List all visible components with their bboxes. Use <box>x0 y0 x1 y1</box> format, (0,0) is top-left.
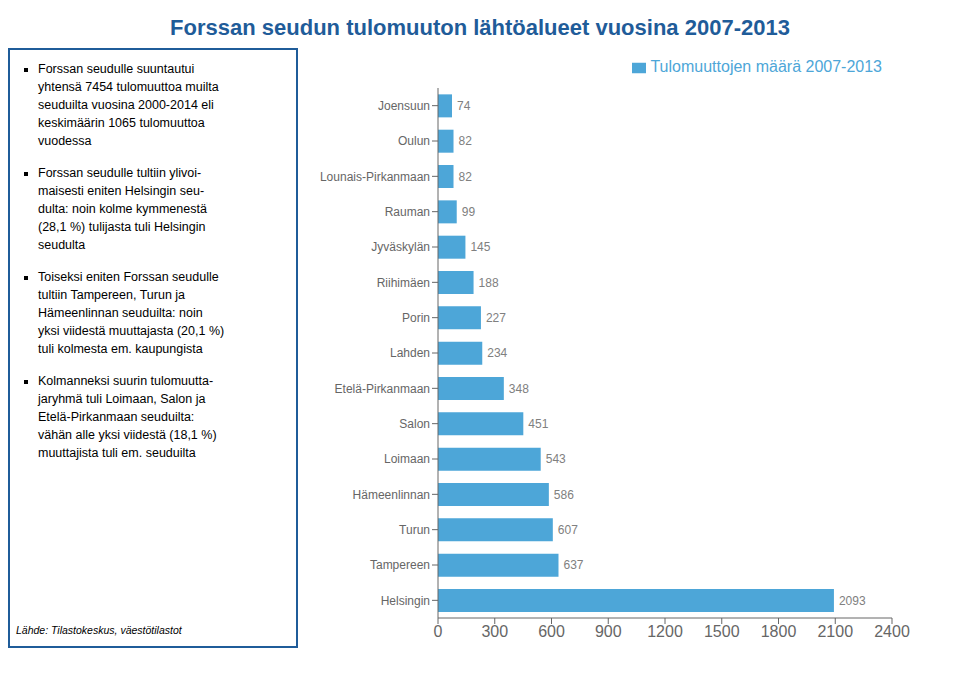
svg-text:82: 82 <box>459 170 473 184</box>
svg-text:300: 300 <box>481 623 508 640</box>
svg-text:99: 99 <box>462 205 476 219</box>
html-text:Etelä-Pirkanmaan seuduilta:: Etelä-Pirkanmaan seuduilta: <box>38 410 195 424</box>
svg-text:Tampereen: Tampereen <box>370 558 430 572</box>
html-text:seuduilta vuosina 2000-2014 el: seuduilta vuosina 2000-2014 eli <box>38 98 214 112</box>
svg-text:234: 234 <box>487 346 507 360</box>
html-text:Lähde: Tilastokeskus, väestöti: Lähde: Tilastokeskus, väestötilastot <box>16 624 182 636</box>
html-text:Kolmanneksi suurin tulomuutta-: Kolmanneksi suurin tulomuutta- <box>38 374 214 388</box>
svg-text:2400: 2400 <box>874 623 910 640</box>
svg-text:227: 227 <box>486 311 506 325</box>
svg-text:Loimaan: Loimaan <box>384 452 430 466</box>
svg-text:Helsingin: Helsingin <box>381 594 430 608</box>
svg-text:600: 600 <box>538 623 565 640</box>
html-text:keskimäärin 1065 tulomuuttoa: keskimäärin 1065 tulomuuttoa <box>38 116 205 130</box>
html-text:vuodessa: vuodessa <box>38 134 92 148</box>
svg-text:Oulun: Oulun <box>398 134 430 148</box>
html-text:Toiseksi eniten Forssan seudul: Toiseksi eniten Forssan seudulle <box>38 270 219 284</box>
svg-text:900: 900 <box>595 623 622 640</box>
html-text:Forssan seudulle tultiin ylivo: Forssan seudulle tultiin ylivoi- <box>38 166 202 180</box>
html-text:yhtensä 7454 tulomuuttoa muilt: yhtensä 7454 tulomuuttoa muilta <box>38 80 219 94</box>
svg-text:Jyväskylän: Jyväskylän <box>371 240 430 254</box>
html-text:Tulomuuttojen määrä 2007-2013: Tulomuuttojen määrä 2007-2013 <box>650 58 882 75</box>
svg-text:Hämeenlinnan: Hämeenlinnan <box>353 488 430 502</box>
svg-text:607: 607 <box>558 523 578 537</box>
svg-text:Riihimäen: Riihimäen <box>377 276 430 290</box>
svg-text:586: 586 <box>554 488 574 502</box>
svg-text:Lahden: Lahden <box>390 346 430 360</box>
html-text:Forssan seudun tulomuuton läht: Forssan seudun tulomuuton lähtöalueet vu… <box>170 15 790 40</box>
html-text:seudulta: seudulta <box>38 238 86 252</box>
svg-text:145: 145 <box>470 240 490 254</box>
svg-text:Porin: Porin <box>402 311 430 325</box>
html-text:muuttajista tuli em. seuduilta: muuttajista tuli em. seuduilta <box>38 446 196 460</box>
html-text:Forssan seudulle suuntautui: Forssan seudulle suuntautui <box>38 62 195 76</box>
html-text:(28,1 %) tulijasta tuli Helsin: (28,1 %) tulijasta tuli Helsingin <box>38 220 206 234</box>
svg-text:1500: 1500 <box>704 623 740 640</box>
svg-text:Rauman: Rauman <box>385 205 430 219</box>
html-text:tuli kolmesta em. kaupungista: tuli kolmesta em. kaupungista <box>38 342 203 356</box>
svg-text:2093: 2093 <box>839 594 866 608</box>
svg-text:1200: 1200 <box>647 623 683 640</box>
html-text:Hämeenlinnan seuduilta: noin: Hämeenlinnan seuduilta: noin <box>38 306 203 320</box>
html-text:jaryhmä tuli Loimaan, Salon ja: jaryhmä tuli Loimaan, Salon ja <box>38 392 206 406</box>
svg-text:Turun: Turun <box>399 523 430 537</box>
svg-text:Joensuun: Joensuun <box>378 99 430 113</box>
svg-text:Etelä-Pirkanmaan: Etelä-Pirkanmaan <box>335 382 430 396</box>
html-text:yksi viidestä muuttajasta (20,: yksi viidestä muuttajasta (20,1 %) <box>38 324 225 338</box>
html-text:maisesti eniten Helsingin seu-: maisesti eniten Helsingin seu- <box>38 184 205 198</box>
html-text:tultiin Tampereen, Turun ja: tultiin Tampereen, Turun ja <box>38 288 186 302</box>
svg-text:Salon: Salon <box>399 417 430 431</box>
svg-text:451: 451 <box>528 417 548 431</box>
html-text:dulta: noin kolme kymmenestä: dulta: noin kolme kymmenestä <box>38 202 207 216</box>
svg-text:1800: 1800 <box>761 623 797 640</box>
svg-text:74: 74 <box>457 99 471 113</box>
svg-text:637: 637 <box>563 558 583 572</box>
svg-text:0: 0 <box>434 623 443 640</box>
svg-text:188: 188 <box>479 276 499 290</box>
svg-text:Lounais-Pirkanmaan: Lounais-Pirkanmaan <box>320 170 430 184</box>
html-text:vähän alle yksi viidestä (18,1: vähän alle yksi viidestä (18,1 %) <box>38 428 217 442</box>
svg-text:348: 348 <box>509 382 529 396</box>
svg-text:543: 543 <box>546 452 566 466</box>
svg-text:82: 82 <box>459 134 473 148</box>
svg-text:2100: 2100 <box>817 623 853 640</box>
